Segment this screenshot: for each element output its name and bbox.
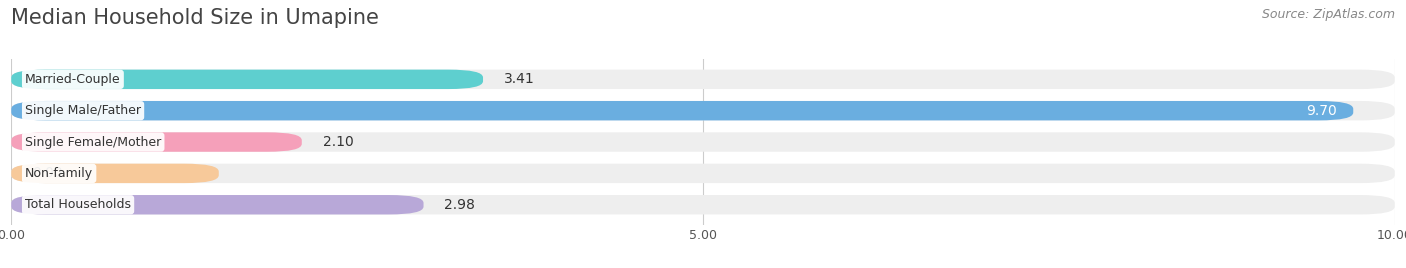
- Text: 3.41: 3.41: [503, 72, 534, 86]
- FancyBboxPatch shape: [11, 101, 1353, 120]
- FancyBboxPatch shape: [11, 70, 484, 89]
- Text: Single Female/Mother: Single Female/Mother: [25, 136, 162, 148]
- FancyBboxPatch shape: [11, 195, 1395, 214]
- Text: Non-family: Non-family: [25, 167, 93, 180]
- FancyBboxPatch shape: [11, 164, 1395, 183]
- Text: Source: ZipAtlas.com: Source: ZipAtlas.com: [1261, 8, 1395, 21]
- FancyBboxPatch shape: [11, 101, 1395, 120]
- FancyBboxPatch shape: [11, 70, 1395, 89]
- Text: Total Households: Total Households: [25, 198, 131, 211]
- FancyBboxPatch shape: [11, 132, 302, 152]
- FancyBboxPatch shape: [11, 164, 219, 183]
- Text: Median Household Size in Umapine: Median Household Size in Umapine: [11, 8, 380, 28]
- Text: Single Male/Father: Single Male/Father: [25, 104, 141, 117]
- Text: 2.10: 2.10: [322, 135, 353, 149]
- Text: Married-Couple: Married-Couple: [25, 73, 121, 86]
- FancyBboxPatch shape: [11, 132, 1395, 152]
- FancyBboxPatch shape: [11, 195, 423, 214]
- Text: 0.00: 0.00: [32, 166, 63, 180]
- Text: 2.98: 2.98: [444, 198, 475, 212]
- Text: 9.70: 9.70: [1306, 104, 1337, 118]
